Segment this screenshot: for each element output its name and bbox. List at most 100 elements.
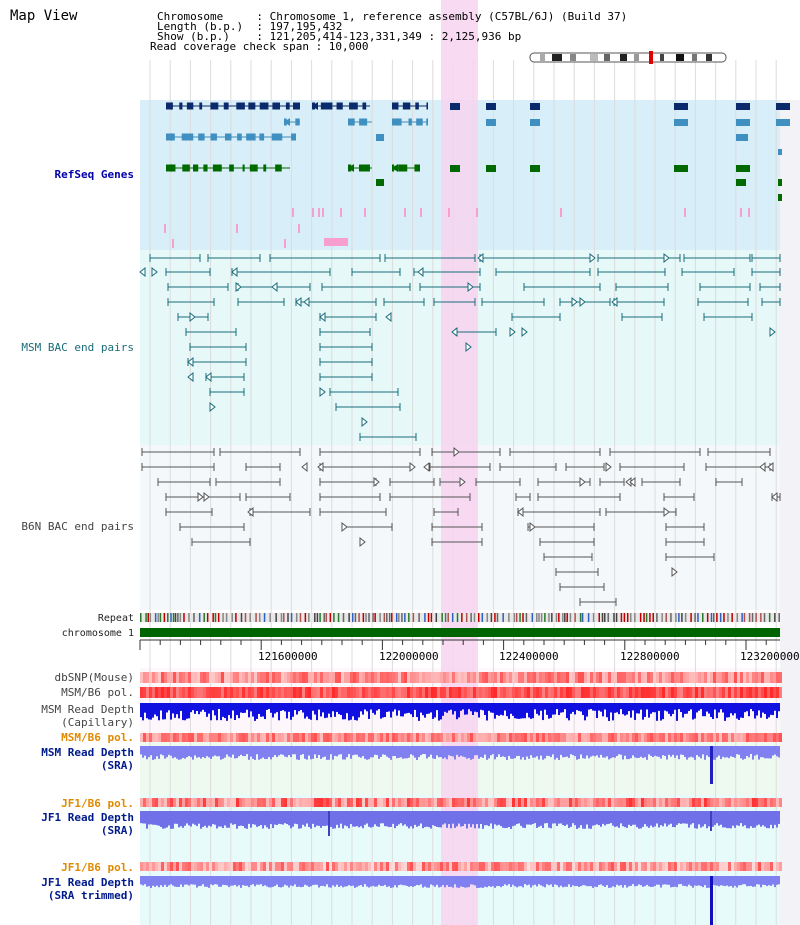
depth-bar [640, 811, 642, 829]
jf1-depth-trim-label-1[interactable]: JF1 Read Depth [41, 876, 134, 889]
depth-bar [162, 746, 164, 756]
pol-strip-cell [371, 672, 374, 683]
depth-bar [252, 811, 254, 825]
msm-depth-sra-label-1[interactable]: MSM Read Depth [41, 746, 134, 759]
depth-bar [542, 746, 544, 760]
depth-bar [622, 811, 624, 827]
depth-bar [582, 876, 584, 886]
msm-b6-pol-label[interactable]: MSM/B6 pol. [61, 686, 134, 699]
ideogram-band [590, 54, 598, 61]
depth-spike [328, 811, 330, 836]
length-line: Length (b.p.) : 197,195,432 [157, 20, 343, 33]
pol-strip-cell [224, 672, 227, 683]
depth-bar [416, 703, 418, 718]
pol-strip-cell [605, 687, 608, 698]
depth-bar [778, 876, 780, 885]
depth-bar [522, 876, 524, 888]
ideogram-band [676, 54, 684, 61]
pol-strip-cell [317, 798, 320, 807]
pol-strip-cell [770, 733, 773, 742]
depth-bar [198, 811, 200, 824]
depth-bar [502, 746, 504, 757]
pol-strip-cell [752, 798, 755, 807]
pol-strip-cell [404, 862, 407, 871]
pol-strip-cell [308, 798, 311, 807]
pol-strip-cell [383, 862, 386, 871]
depth-bar [498, 746, 500, 755]
depth-bar [680, 811, 682, 824]
pol-strip-cell [518, 672, 521, 683]
pol-strip-cell [704, 687, 707, 698]
bac-marker [139, 266, 146, 278]
depth-bar [268, 811, 270, 829]
pol-strip-cell [515, 798, 518, 807]
pol-strip-cell [521, 733, 524, 742]
axis-tick-label: 123200000 [740, 650, 800, 663]
repeat-mark [620, 613, 623, 622]
pol-strip-cell [263, 733, 266, 742]
depth-bar [472, 746, 474, 759]
pol-strip-cell [167, 798, 170, 807]
depth-bar [320, 703, 322, 717]
depth-bar [324, 811, 326, 827]
pol-strip-cell [365, 798, 368, 807]
pol-strip-cell [149, 687, 152, 698]
depth-bar [518, 703, 520, 719]
depth-bar [670, 703, 672, 717]
msm-b6-pol2-label[interactable]: MSM/B6 pol. [61, 731, 134, 744]
gene-exon [285, 102, 290, 110]
depth-bar [452, 746, 454, 757]
jf1-depth-sra-label-1[interactable]: JF1 Read Depth [41, 811, 134, 824]
depth-bar [386, 746, 388, 757]
depth-bar [462, 746, 464, 757]
pol-strip-cell [674, 798, 677, 807]
pol-strip-cell [518, 687, 521, 698]
gene-exon [530, 119, 540, 126]
depth-bar [272, 746, 274, 758]
repeat-label[interactable]: Repeat [97, 613, 134, 624]
msm-bac-label[interactable]: MSM BAC end pairs [21, 341, 134, 354]
gene-exon [486, 119, 496, 126]
pol-strip-cell [491, 687, 494, 698]
depth-bar [616, 703, 618, 713]
pol-strip-cell [209, 687, 212, 698]
pol-strip-cell [725, 798, 728, 807]
gene-exon [426, 102, 428, 110]
depth-bar [496, 876, 498, 887]
depth-bar [352, 746, 354, 756]
pol-strip-cell [473, 862, 476, 871]
pol-strip-cell [413, 862, 416, 871]
depth-bar [290, 876, 292, 886]
pol-strip-cell [245, 862, 248, 871]
pol-strip-cell [692, 687, 695, 698]
depth-bar [406, 746, 408, 759]
repeat-mark [681, 613, 683, 622]
pol-strip-cell [377, 798, 380, 807]
dbsnp-label[interactable]: dbSNP(Mouse) [54, 671, 134, 684]
depth-bar [526, 703, 528, 713]
pol-strip-cell [536, 687, 539, 698]
pol-strip-cell [260, 687, 263, 698]
refseq-genes-label[interactable]: RefSeq Genes [54, 168, 134, 181]
depth-bar [422, 876, 424, 888]
pink-mark [298, 224, 300, 233]
pol-strip-cell [509, 687, 512, 698]
depth-bar [162, 811, 164, 829]
repeat-mark [755, 613, 757, 622]
repeat-mark [626, 613, 629, 622]
depth-bar [612, 811, 614, 826]
gene-arrow [166, 164, 172, 172]
pol-strip-cell [437, 862, 440, 871]
pol-strip-cell [497, 798, 500, 807]
b6n-bac-label[interactable]: B6N BAC end pairs [21, 520, 134, 533]
depth-bar [436, 746, 438, 756]
jf1-b6-pol2-label[interactable]: JF1/B6 pol. [61, 861, 134, 874]
pol-strip-cell [452, 862, 455, 871]
depth-bar [172, 746, 174, 759]
depth-bar [192, 811, 194, 824]
pol-strip-cell [746, 733, 749, 742]
depth-bar [492, 746, 494, 755]
pol-strip-cell [467, 733, 470, 742]
jf1-b6-pol-label[interactable]: JF1/B6 pol. [61, 797, 134, 810]
msm-depth-capillary-label-1[interactable]: MSM Read Depth [41, 703, 134, 716]
